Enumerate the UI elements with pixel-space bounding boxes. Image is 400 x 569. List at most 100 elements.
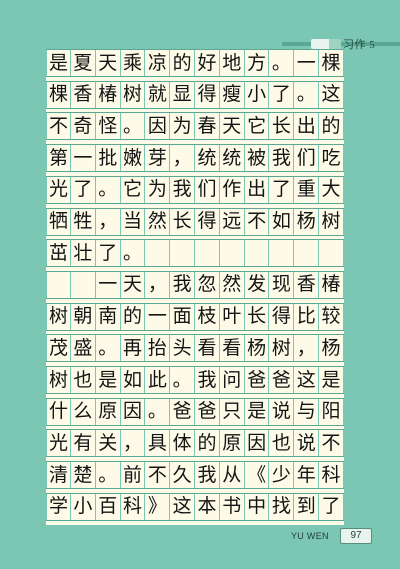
composition-paper: 是夏天乘凉的好地方。一棵棵香椿树就显得瘦小了。这不奇怪。因为春天它长出的第一批嫩… [46, 49, 344, 525]
grid-cell: 们 [294, 145, 320, 172]
grid-cell: 方 [245, 50, 270, 76]
grid-cell: 是 [96, 367, 121, 393]
grid-cell: 一 [294, 50, 320, 76]
grid-cell: 科 [121, 493, 146, 520]
grid-cell: 奇 [71, 113, 96, 140]
grid-cell: 的 [195, 430, 220, 457]
grid-cell: 到 [294, 493, 320, 520]
grid-cell: 椿 [319, 271, 344, 298]
grid-cell: 天 [220, 113, 245, 140]
grid-cell: 比 [294, 303, 320, 330]
grid-cell: 现 [269, 271, 295, 298]
grid-cell: 盛 [71, 335, 96, 362]
grid-cell: 因 [245, 430, 270, 457]
grid-row: 牺牲，当然长得远不如杨树 [46, 207, 344, 236]
grid-cell: 们 [195, 176, 220, 203]
grid-cell: 夏 [71, 50, 96, 76]
grid-cell: ， [145, 271, 171, 298]
grid-cell: 我 [195, 367, 220, 393]
grid-cell: 具 [145, 430, 171, 457]
grid-cell: 吃 [319, 145, 344, 172]
grid-cell: 好 [195, 50, 220, 76]
grid-cell: 此 [145, 367, 171, 393]
grid-cell: 嫩 [121, 145, 146, 172]
grid-cell: 爸 [269, 367, 295, 393]
grid-cell: 也 [71, 367, 96, 393]
grid-row: 棵香椿树就显得瘦小了。这 [46, 80, 344, 109]
grid-cell: 批 [96, 145, 121, 172]
grid-cell: 为 [145, 176, 171, 203]
grid-cell: 长 [245, 303, 270, 330]
grid-cell: 原 [220, 430, 245, 457]
grid-row: 茁壮了。 [46, 239, 344, 268]
grid-cell: 叶 [220, 303, 245, 330]
grid-cell: 远 [220, 208, 245, 235]
grid-cell: 树 [319, 208, 344, 235]
grid-cell: 是 [245, 398, 270, 425]
grid-cell: 因 [121, 398, 146, 425]
grid-cell: 我 [170, 176, 196, 203]
grid-cell: 头 [170, 335, 196, 362]
grid-cell: 一 [145, 303, 171, 330]
grid-cell: 瘦 [220, 81, 245, 108]
grid-cell: 不 [319, 430, 344, 457]
grid-cell: 楚 [71, 462, 96, 489]
grid-cell [319, 240, 344, 267]
grid-cell [220, 240, 245, 267]
grid-cell: 看 [220, 335, 245, 362]
grid-cell: 出 [294, 113, 320, 140]
grid-cell: 被 [245, 145, 270, 172]
grid-cell: 。 [269, 50, 295, 76]
grid-cell: 壮 [71, 240, 96, 267]
grid-cell: 这 [319, 81, 344, 108]
grid-cell: ， [170, 145, 196, 172]
grid-row: 光了。它为我们作出了重大 [46, 175, 344, 204]
grid-cell: 出 [245, 176, 270, 203]
grid-cell: 是 [319, 367, 344, 393]
grid-cell: 有 [71, 430, 96, 457]
grid-cell: 。 [96, 335, 121, 362]
grid-cell: 久 [170, 462, 196, 489]
grid-cell: 是 [46, 50, 71, 76]
grid-cell: 前 [121, 462, 146, 489]
grid-cell: 本 [195, 493, 220, 520]
grid-cell: 阳 [319, 398, 344, 425]
grid-cell: 它 [245, 113, 270, 140]
grid-cell: 枝 [195, 303, 220, 330]
grid-cell [170, 240, 196, 267]
grid-cell: 问 [220, 367, 245, 393]
page-number: 97 [340, 528, 372, 544]
grid-cell: 的 [170, 50, 196, 76]
grid-cell: 凉 [145, 50, 171, 76]
grid-cell: 杨 [319, 335, 344, 362]
grid-cell: 爸 [245, 367, 270, 393]
header-marker [311, 39, 341, 49]
grid-cell: 然 [220, 271, 245, 298]
grid-cell: 也 [269, 430, 295, 457]
grid-cell: 树 [46, 303, 71, 330]
grid-cell: 树 [121, 81, 146, 108]
grid-cell: 年 [294, 462, 320, 489]
grid-cell: 就 [145, 81, 171, 108]
grid-cell [145, 240, 171, 267]
grid-cell [245, 240, 270, 267]
grid-cell: 第 [46, 145, 71, 172]
grid-cell: 得 [195, 81, 220, 108]
grid-cell: 了 [96, 240, 121, 267]
grid-cell: 乘 [121, 50, 146, 76]
grid-cell: 树 [46, 367, 71, 393]
grid-cell: 光 [46, 430, 71, 457]
grid-cell: 一 [71, 145, 96, 172]
grid-cell: 当 [121, 208, 146, 235]
grid-cell: 。 [96, 176, 121, 203]
grid-cell [269, 240, 295, 267]
grid-cell: 抬 [145, 335, 171, 362]
grid-cell: 香 [294, 271, 320, 298]
grid-cell: 光 [46, 176, 71, 203]
grid-cell: 忽 [195, 271, 220, 298]
grid-row: 光有关，具体的原因也说不 [46, 429, 344, 458]
grid-row: 一天，我忽然发现香椿 [46, 270, 344, 299]
grid-cell: 。 [145, 398, 171, 425]
grid-row: 清楚。前不久我从《少年科 [46, 461, 344, 490]
grid-row: 茂盛。再抬头看看杨树，杨 [46, 334, 344, 363]
